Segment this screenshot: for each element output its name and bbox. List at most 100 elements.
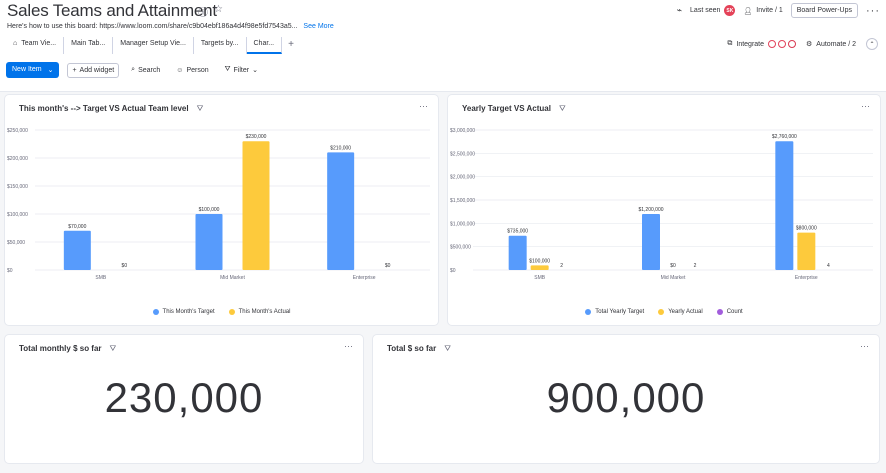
legend-item[interactable]: This Month's Target (152, 309, 215, 315)
add-widget-label: Add widget (79, 66, 115, 74)
widget-title: Total $ so far (387, 344, 437, 353)
data-label: $2,760,000 (772, 134, 797, 140)
home-icon: ⌂ (13, 40, 18, 47)
bar (327, 152, 355, 270)
bar-chart: $0 $500,000 $1,000,000 $1,500,000 $2,000,000… (450, 128, 873, 281)
bar (775, 141, 794, 270)
collapse-header-icon[interactable]: ⌃ (866, 38, 878, 50)
widget-title: Yearly Target VS Actual (462, 104, 551, 113)
data-label: $210,000 (330, 145, 351, 151)
y-tick-label: $0 (450, 268, 456, 274)
widget-menu-icon[interactable]: ··· (861, 101, 870, 111)
filter-icon: ⛛ (224, 66, 231, 73)
integrate-button[interactable]: ⧉ Integrate (727, 40, 797, 48)
automate-button[interactable]: ⚙ Automate / 2 (806, 40, 856, 49)
bar (642, 214, 660, 270)
legend-item[interactable]: This Month's Actual (228, 309, 291, 315)
board-description-text: Here's how to use this board: https://ww… (7, 23, 298, 30)
data-label: 2 (560, 263, 563, 269)
widget-title: Total monthly $ so far (19, 344, 102, 353)
see-more-link[interactable]: See More (303, 23, 334, 30)
y-tick-label: $3,000,000 (450, 128, 475, 134)
widget-total-monthly: Total monthly $ so far ⛛ ··· 230,000 (4, 334, 364, 464)
bar-chart: $0 $50,000 $100,000 $150,000 $200,000 $250,00… (7, 128, 430, 281)
bar (797, 232, 816, 270)
tab-targets[interactable]: Targets by... (194, 37, 247, 54)
plus-icon: + (72, 66, 77, 74)
add-view-icon[interactable]: + (288, 39, 294, 50)
widget-menu-icon[interactable]: ··· (860, 341, 869, 351)
tab-charts[interactable]: Char... (246, 37, 283, 54)
activity-icon[interactable]: ⌁ (676, 5, 683, 15)
bar (63, 230, 91, 270)
tab-main-table[interactable]: Main Tab... (64, 37, 114, 54)
more-options-icon[interactable]: ··· (866, 4, 880, 17)
data-label: $800,000 (796, 226, 817, 232)
board-title[interactable]: Sales Teams and Attainment (7, 1, 217, 20)
data-label: 2 (694, 263, 697, 269)
bar (530, 265, 549, 270)
data-label: $0 (122, 263, 128, 269)
search-label: Search (138, 66, 161, 74)
avatar[interactable]: SK (724, 5, 736, 16)
x-tick-label: Enterprise (353, 275, 376, 281)
tab-label: Main Tab... (71, 40, 106, 47)
tab-label: Team Vie... (21, 40, 57, 47)
legend-item[interactable]: Count (716, 309, 743, 315)
numbers-value: 900,000 (546, 374, 706, 421)
integrate-icon: ⧉ (727, 40, 733, 47)
tab-label: Targets by... (200, 40, 239, 47)
legend-swatch (152, 309, 159, 315)
legend-swatch (228, 309, 235, 315)
y-tick-label: $2,000,000 (450, 175, 475, 181)
tab-label: Manager Setup Vie... (120, 40, 186, 47)
legend-item[interactable]: Total Yearly Target (585, 309, 644, 315)
widget-menu-icon[interactable]: ··· (344, 341, 353, 351)
legend-swatch (585, 309, 592, 315)
board-powerups-button[interactable]: Board Power-Ups (790, 3, 858, 18)
filter-icon[interactable]: ⛛ (444, 344, 451, 353)
filter-button[interactable]: ⛛ Filter ⌄ (221, 63, 262, 77)
x-tick-label: Mid Market (661, 275, 686, 281)
data-label: $100,000 (199, 207, 220, 213)
person-filter-button[interactable]: ☺ Person (172, 64, 212, 77)
new-item-button[interactable]: New Item ⌄ (6, 62, 60, 78)
search-button[interactable]: ⌕ Search (127, 63, 164, 77)
y-tick-label: $200,000 (7, 156, 28, 162)
data-label: $230,000 (246, 134, 267, 140)
legend-item[interactable]: Yearly Actual (658, 309, 703, 315)
filter-icon[interactable]: ⛛ (196, 104, 204, 113)
data-label: $1,200,000 (638, 207, 663, 213)
view-tabs: ⌂ Team Vie... Main Tab... Manager Setup … (6, 37, 300, 54)
invite-button[interactable]: 👤︎ Invite / 1 (743, 7, 782, 15)
star-icon[interactable]: ☆ (214, 4, 223, 15)
y-tick-label: $2,500,000 (450, 151, 475, 157)
tab-manager-setup[interactable]: Manager Setup Vie... (113, 37, 194, 54)
filter-icon[interactable]: ⛛ (558, 104, 566, 113)
integration-app-icons (768, 40, 797, 48)
board-description: Here's how to use this board: https://ww… (7, 23, 334, 30)
filter-icon[interactable]: ⛛ (109, 344, 117, 353)
data-label: $0 (385, 263, 391, 269)
last-seen-label: Last seen (690, 7, 721, 14)
x-tick-label: Enterprise (795, 275, 818, 281)
y-tick-label: $250,000 (7, 128, 28, 134)
tab-team-view[interactable]: ⌂ Team Vie... (6, 37, 65, 54)
chart-legend: This Month's Target This Month's Actual (5, 309, 438, 315)
widget-monthly-target-vs-actual: This month's --> Target VS Actual Team l… (4, 94, 439, 326)
last-seen[interactable]: Last seen SK (690, 5, 736, 16)
invite-label: Invite / 1 (756, 7, 783, 14)
x-tick-label: SMB (95, 275, 107, 281)
chart-legend: Total Yearly Target Yearly Actual Count (448, 309, 880, 315)
info-icon[interactable]: ⓘ (198, 8, 208, 19)
legend-swatch (658, 309, 665, 315)
integrate-label: Integrate (736, 40, 765, 48)
legend-label: This Month's Actual (238, 309, 291, 315)
filter-label: Filter (233, 66, 250, 74)
y-tick-label: $100,000 (7, 212, 28, 218)
add-widget-button[interactable]: + Add widget (67, 62, 120, 78)
widget-menu-icon[interactable]: ··· (419, 101, 428, 111)
x-tick-label: SMB (534, 275, 546, 281)
data-label: $70,000 (68, 224, 86, 230)
y-tick-label: $150,000 (7, 184, 28, 190)
